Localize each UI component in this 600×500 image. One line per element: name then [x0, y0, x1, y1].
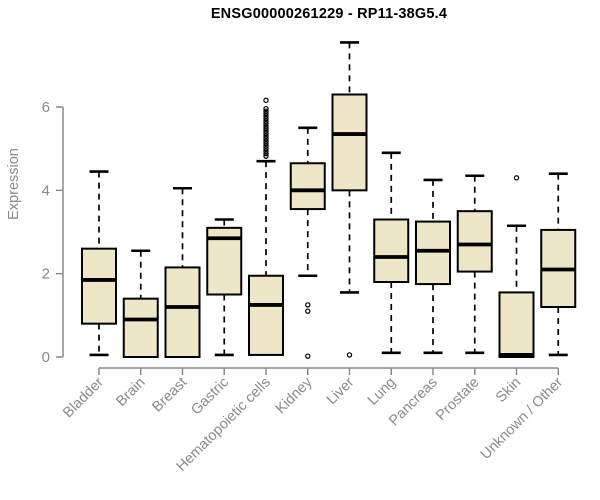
x-category-label: Kidney [273, 374, 316, 417]
box-bladder [81, 170, 117, 357]
y-tick-label: 2 [42, 266, 50, 283]
iqr-box [289, 162, 326, 211]
outlier-point [263, 113, 269, 119]
box-prostate [456, 174, 493, 355]
outlier-point [305, 302, 311, 308]
x-category-label: Prostate [433, 375, 482, 424]
box-skin [498, 175, 535, 358]
x-category-label: Skin [493, 375, 524, 406]
y-tick-label: 0 [42, 349, 50, 366]
outlier-point [263, 140, 269, 147]
x-category-label: Lung [365, 375, 399, 409]
outlier-point [263, 128, 269, 134]
x-category-label: Breast [149, 375, 190, 416]
iqr-box [456, 210, 493, 273]
outlier-point [263, 118, 269, 124]
box-hematopoietic-cells [248, 97, 284, 356]
outlier-point [263, 105, 269, 112]
outlier-point [263, 148, 269, 154]
y-tick-label: 4 [42, 182, 50, 199]
outlier-point [263, 153, 269, 159]
outlier-point [263, 108, 269, 114]
outlier-point [346, 352, 353, 358]
box-pancreas [415, 178, 451, 355]
outlier-point [305, 308, 311, 314]
iqr-box [81, 247, 117, 325]
outlier-point [263, 143, 269, 149]
x-category-label: Brain [113, 375, 148, 410]
iqr-box [498, 291, 535, 358]
outlier-point [263, 115, 269, 122]
box-kidney [289, 126, 326, 359]
outlier-point [263, 150, 269, 157]
outlier-point [305, 353, 311, 359]
iqr-box [415, 220, 451, 286]
x-category-label: Bladder [60, 374, 107, 421]
box-unknown-other [540, 172, 577, 357]
outlier-point [263, 97, 269, 104]
iqr-box [248, 274, 284, 356]
x-category-label: Liver [324, 374, 358, 408]
box-lung [373, 151, 410, 355]
iqr-box [331, 93, 368, 192]
outlier-point [263, 125, 269, 132]
outlier-point [263, 145, 269, 152]
outlier-point [263, 133, 269, 139]
iqr-box [164, 266, 201, 358]
y-tick-label: 6 [42, 99, 50, 116]
outlier-point [263, 138, 269, 144]
outlier-point [263, 110, 269, 117]
chart-title: ENSG00000261229 - RP11-38G5.4 [210, 6, 448, 22]
iqr-box [122, 297, 159, 358]
box-breast [164, 186, 201, 358]
box-liver [331, 41, 368, 358]
outlier-point [263, 123, 269, 129]
box-gastric [206, 218, 243, 357]
outlier-point [263, 135, 269, 142]
outlier-point [263, 130, 269, 137]
iqr-box [373, 218, 410, 283]
outlier-point [513, 175, 520, 181]
outlier-point [263, 120, 269, 127]
box-brain [122, 249, 159, 358]
